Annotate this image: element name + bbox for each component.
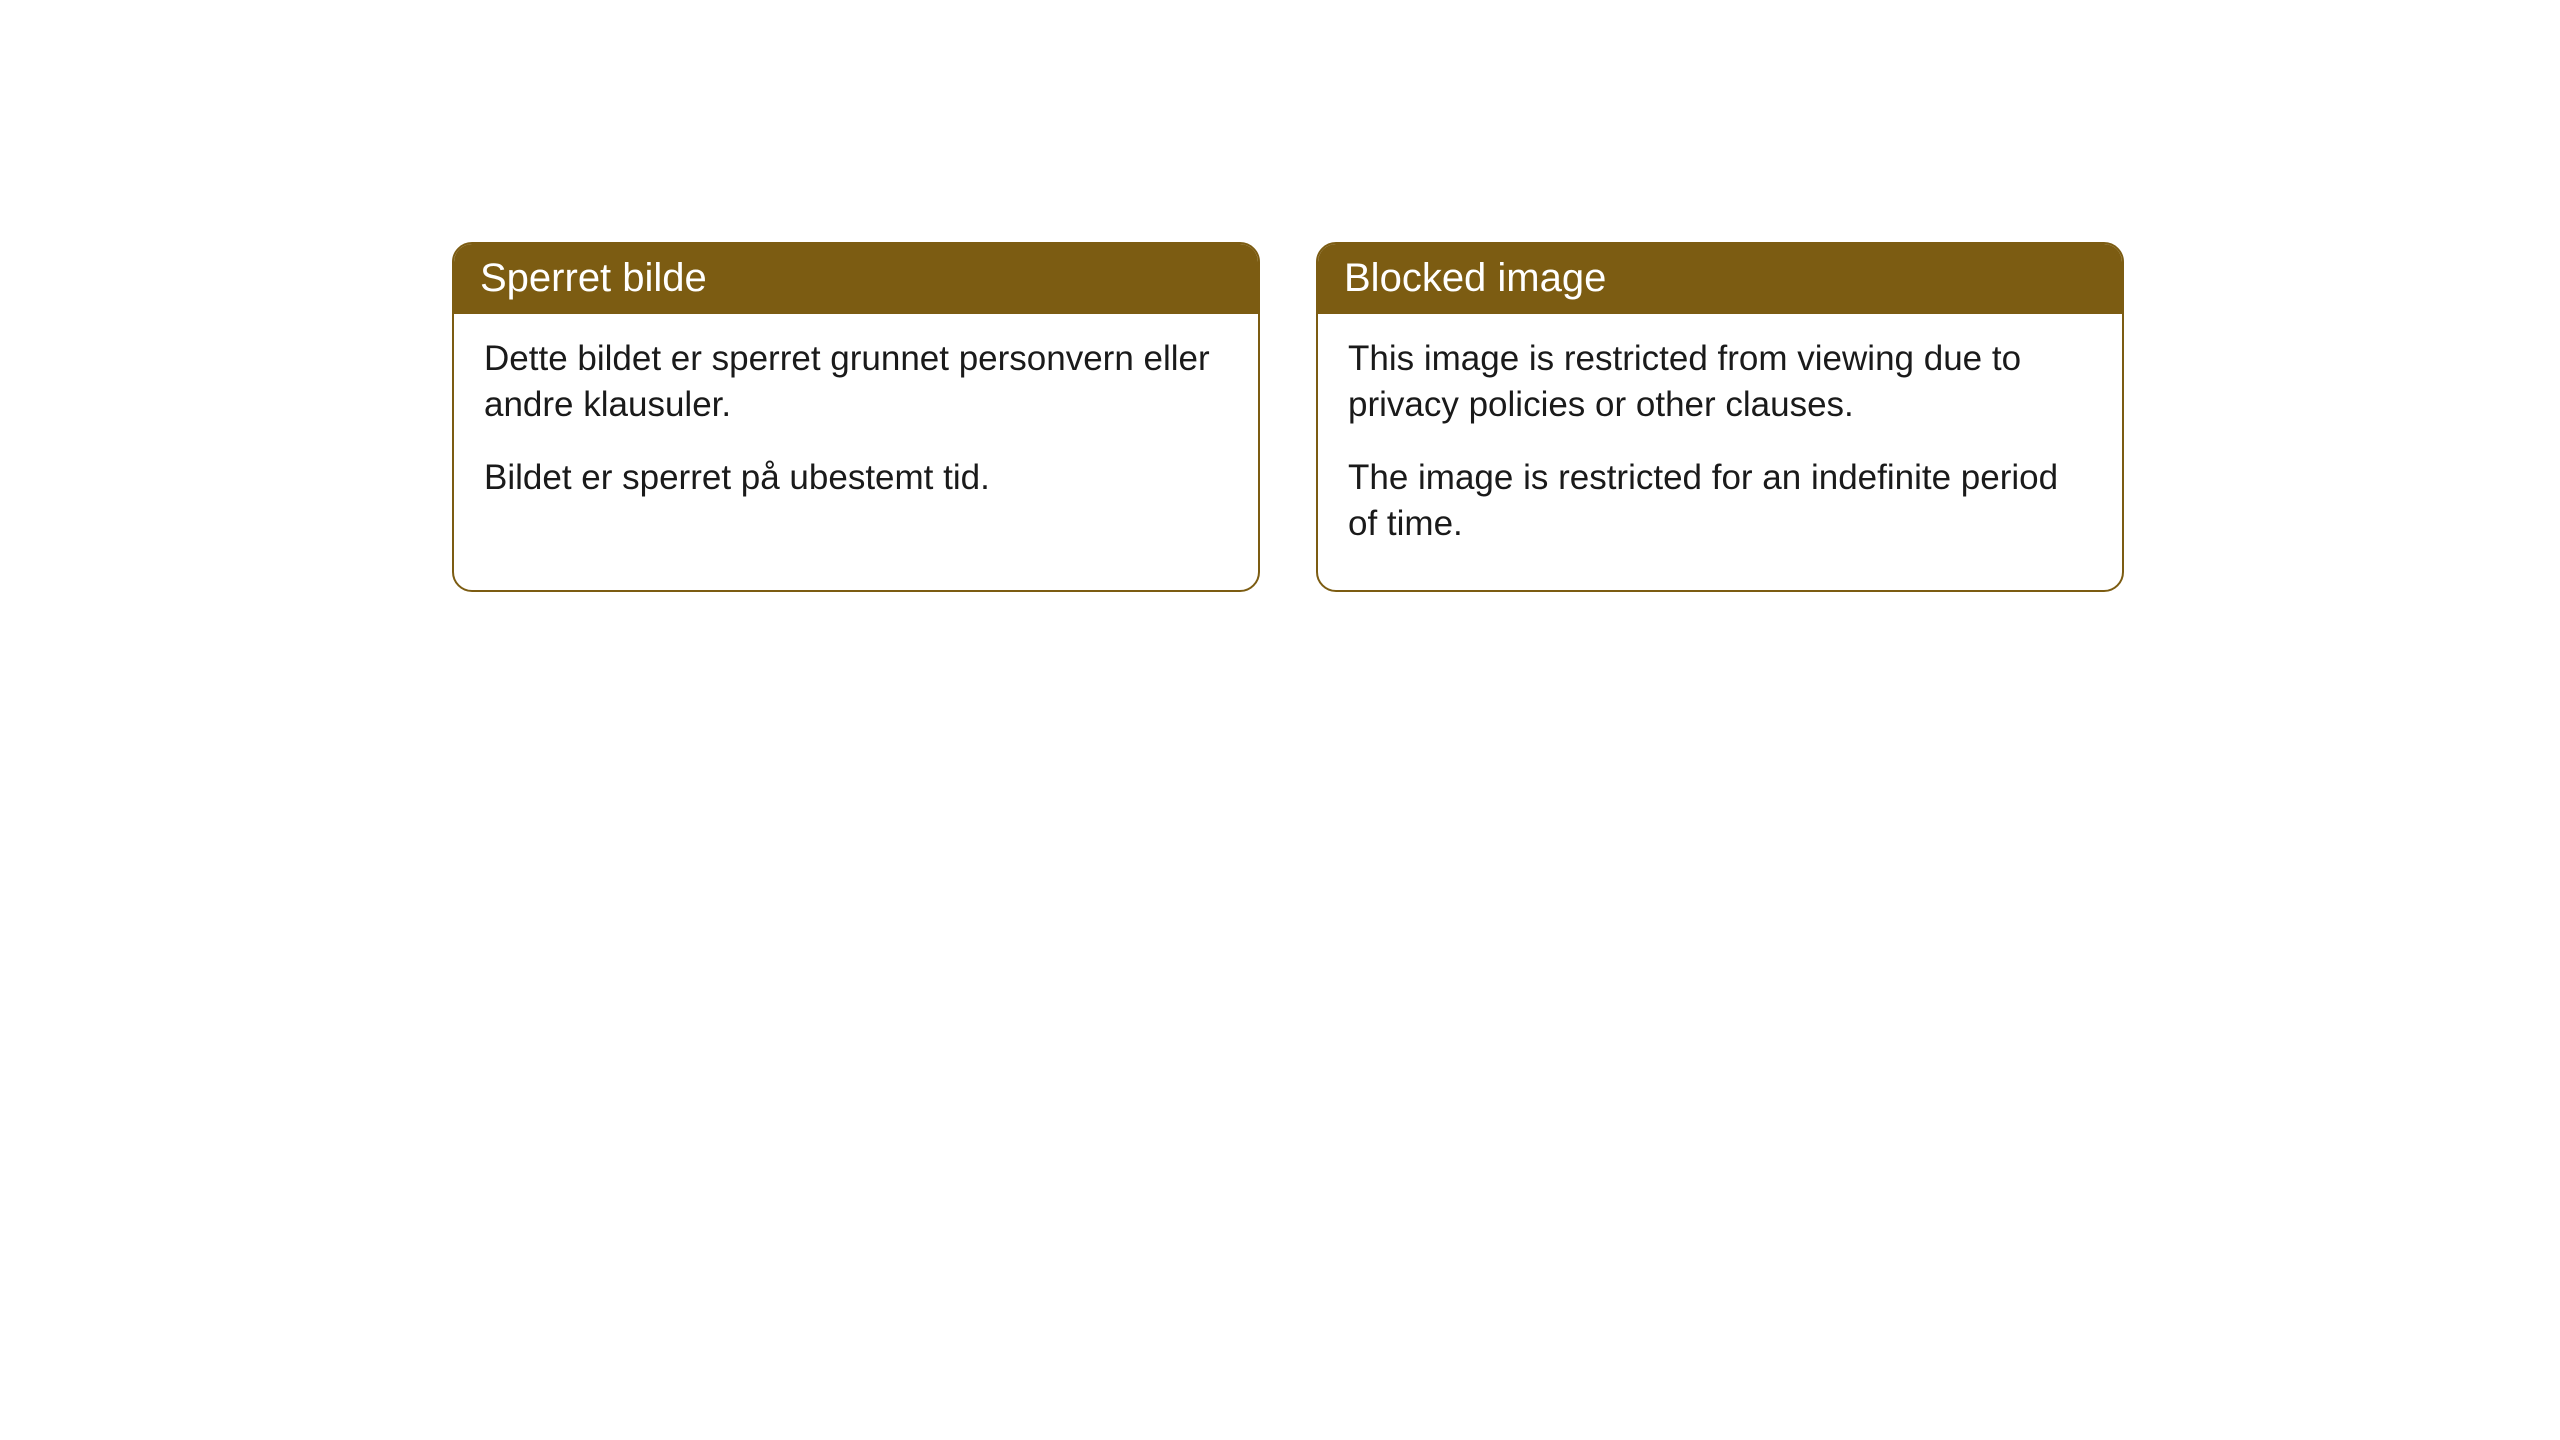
card-paragraph: Dette bildet er sperret grunnet personve… [484, 336, 1228, 427]
card-header: Sperret bilde [454, 244, 1258, 314]
notice-card-norwegian: Sperret bilde Dette bildet er sperret gr… [452, 242, 1260, 592]
card-body: Dette bildet er sperret grunnet personve… [454, 314, 1258, 545]
card-paragraph: Bildet er sperret på ubestemt tid. [484, 455, 1228, 501]
card-header: Blocked image [1318, 244, 2122, 314]
card-paragraph: The image is restricted for an indefinit… [1348, 455, 2092, 546]
card-paragraph: This image is restricted from viewing du… [1348, 336, 2092, 427]
card-body: This image is restricted from viewing du… [1318, 314, 2122, 590]
notice-card-english: Blocked image This image is restricted f… [1316, 242, 2124, 592]
cards-container: Sperret bilde Dette bildet er sperret gr… [452, 242, 2124, 592]
